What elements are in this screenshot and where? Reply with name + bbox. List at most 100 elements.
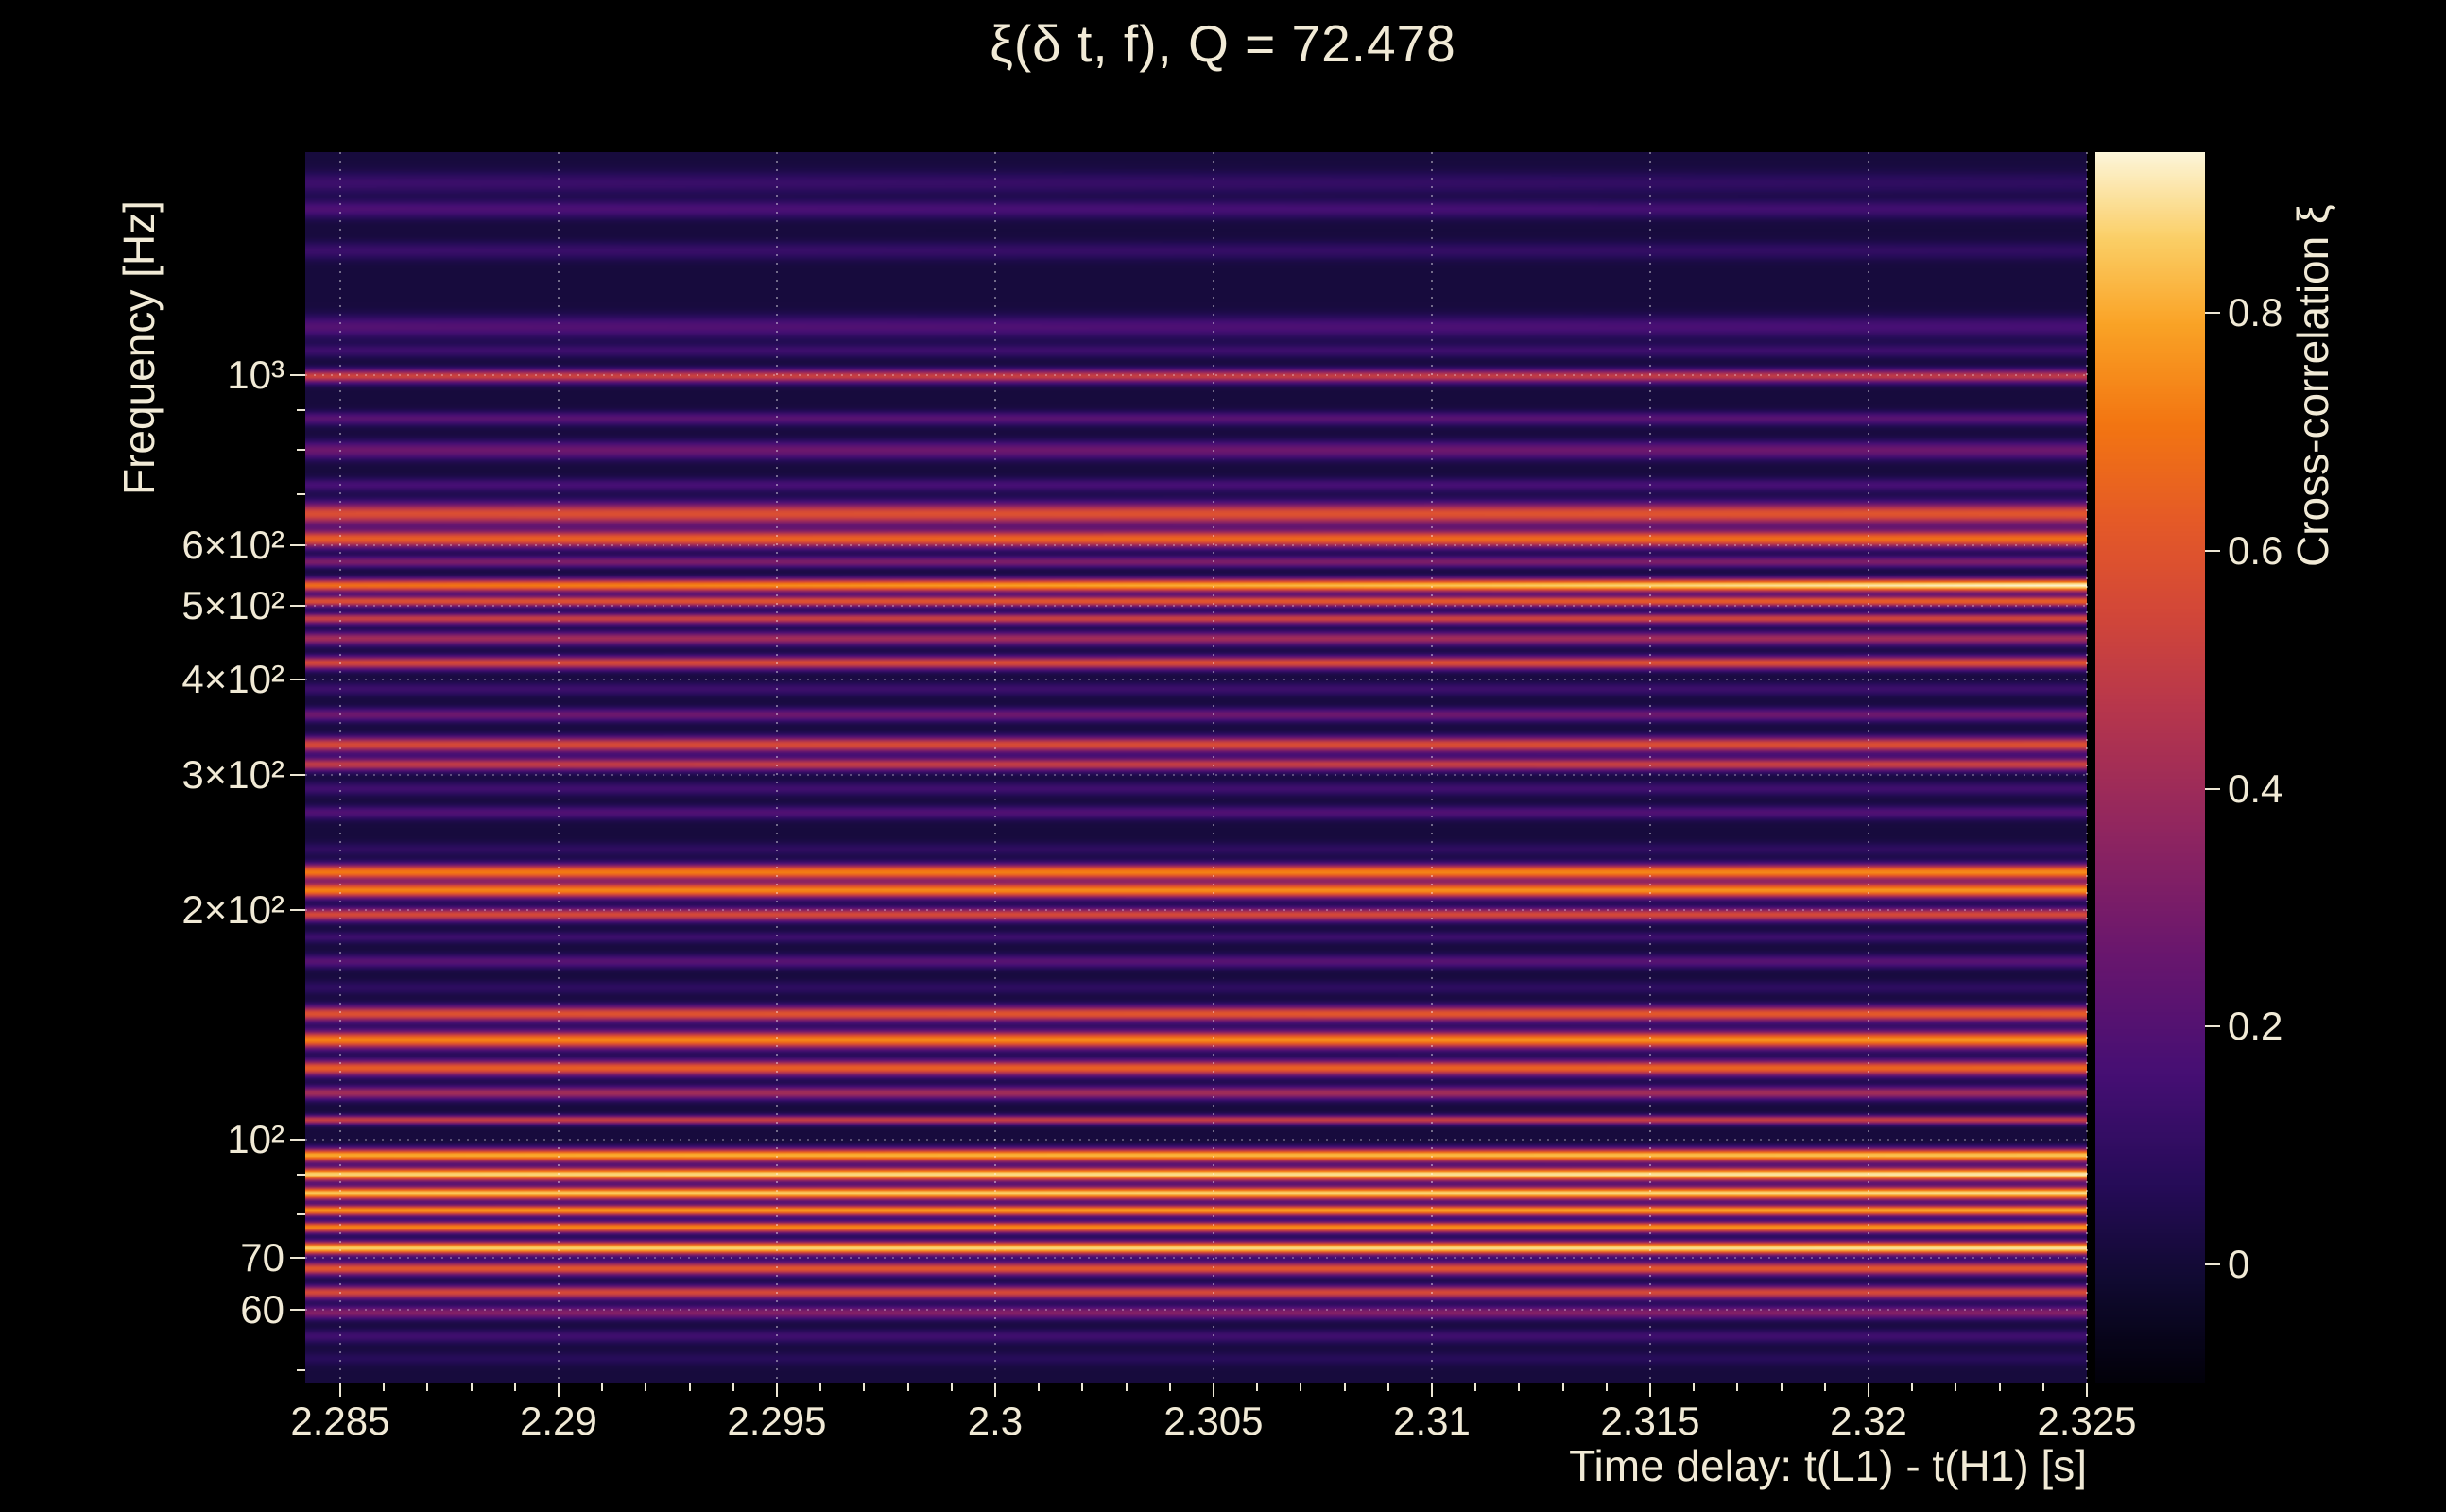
x-minor-tick-mark [1256,1383,1259,1391]
y-axis-label: Frequency [Hz] [114,200,164,495]
x-minor-tick-mark [1561,1383,1564,1391]
x-tick-label: 2.3 [967,1399,1024,1443]
heatmap-canvas [305,152,2087,1383]
x-gridline [2086,152,2088,1383]
x-minor-tick-mark [601,1383,604,1391]
colorbar-tick-mark [2205,787,2220,790]
x-minor-tick-mark [383,1383,386,1391]
y-gridline [305,908,2087,911]
x-minor-tick-mark [1343,1383,1346,1391]
x-tick-label: 2.295 [727,1399,827,1443]
x-gridline [1430,152,1433,1383]
x-tick-label: 2.305 [1163,1399,1264,1443]
y-tick-mark [290,1308,305,1311]
x-tick-mark [775,1383,778,1397]
y-tick-label: 60 [240,1286,284,1332]
x-minor-tick-mark [1780,1383,1783,1391]
x-tick-label: 2.29 [520,1399,597,1443]
x-tick-label: 2.285 [290,1399,390,1443]
x-minor-tick-mark [645,1383,647,1391]
y-minor-tick-mark [297,492,305,495]
x-tick-mark [993,1383,996,1397]
x-tick-label: 2.32 [1830,1399,1907,1443]
y-tick-mark [290,374,305,377]
colorbar-tick-mark [2205,1263,2220,1266]
y-tick-label: 2×10² [181,886,284,932]
y-minor-tick-mark [297,409,305,412]
y-tick-mark [290,1257,305,1260]
colorbar-tick-label: 0 [2228,1242,2250,1287]
x-gridline [775,152,778,1383]
x-tick-label: 2.315 [1600,1399,1700,1443]
y-gridline [305,604,2087,607]
x-minor-tick-mark [1736,1383,1739,1391]
x-minor-tick-mark [1823,1383,1826,1391]
y-tick-label: 10³ [227,352,284,398]
x-minor-tick-mark [1474,1383,1477,1391]
y-minor-tick-mark [297,1174,305,1177]
x-gridline [993,152,996,1383]
colorbar-tick-label: 0.8 [2228,289,2283,335]
x-gridline [1867,152,1869,1383]
x-axis-label: Time delay: t(L1) - t(H1) [s] [1569,1441,2087,1490]
y-tick-mark [290,679,305,681]
x-minor-tick-mark [1081,1383,1084,1391]
x-minor-tick-mark [1300,1383,1302,1391]
x-minor-tick-mark [1693,1383,1696,1391]
x-tick-label: 2.31 [1393,1399,1471,1443]
y-tick-mark [290,774,305,777]
x-gridline [557,152,560,1383]
y-tick-mark [290,908,305,911]
x-minor-tick-mark [1518,1383,1521,1391]
y-gridline [305,543,2087,546]
y-gridline [305,774,2087,777]
x-minor-tick-mark [732,1383,734,1391]
y-tick-label: 5×10² [181,582,284,627]
x-minor-tick-mark [819,1383,822,1391]
colorbar-tick-label: 0.4 [2228,765,2283,811]
colorbar-tick-mark [2205,549,2220,552]
x-minor-tick-mark [1998,1383,2001,1391]
colorbar-tick-mark [2205,1025,2220,1028]
y-minor-tick-mark [297,1212,305,1215]
x-tick-mark [557,1383,560,1397]
y-tick-mark [290,604,305,607]
x-minor-tick-mark [1605,1383,1608,1391]
x-minor-tick-mark [2041,1383,2044,1391]
colorbar-tick-label: 0.2 [2228,1004,2283,1049]
x-minor-tick-mark [1038,1383,1041,1391]
y-tick-label: 4×10² [181,657,284,702]
x-minor-tick-mark [863,1383,866,1391]
x-tick-mark [1430,1383,1433,1397]
chart-title: ξ(δ t, f), Q = 72.478 [990,14,1456,73]
x-tick-mark [338,1383,341,1397]
y-minor-tick-mark [297,1368,305,1371]
y-tick-mark [290,543,305,546]
y-minor-tick-mark [297,448,305,451]
x-minor-tick-mark [1387,1383,1389,1391]
x-tick-mark [1867,1383,1869,1397]
x-gridline [1648,152,1651,1383]
y-gridline [305,374,2087,377]
colorbar-canvas [2095,152,2205,1383]
x-minor-tick-mark [906,1383,909,1391]
y-tick-mark [290,1139,305,1142]
colorbar-label: Cross-correlation ξ [2288,204,2337,567]
x-minor-tick-mark [1125,1383,1128,1391]
x-minor-tick-mark [470,1383,473,1391]
x-minor-tick-mark [950,1383,953,1391]
y-tick-label: 10² [227,1117,284,1162]
y-gridline [305,1257,2087,1260]
y-tick-label: 70 [240,1235,284,1280]
x-tick-mark [1212,1383,1214,1397]
x-minor-tick-mark [1911,1383,1914,1391]
x-minor-tick-mark [513,1383,516,1391]
x-gridline [1212,152,1214,1383]
colorbar-tick-label: 0.6 [2228,527,2283,573]
y-gridline [305,679,2087,681]
y-gridline [305,1308,2087,1311]
x-minor-tick-mark [1168,1383,1171,1391]
y-tick-label: 6×10² [181,522,284,567]
y-tick-label: 3×10² [181,752,284,798]
